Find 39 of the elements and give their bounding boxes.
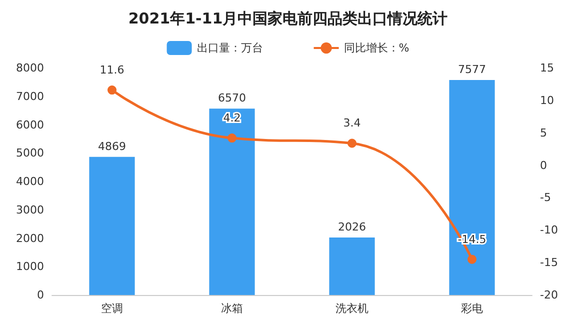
x-tick-label: 洗衣机	[336, 302, 368, 315]
y-tick-label: 0	[37, 288, 44, 302]
x-tick-label: 冰箱	[221, 302, 243, 315]
y2-tick-label: 0	[540, 158, 547, 172]
data-label: 4.2	[223, 112, 241, 125]
bar	[209, 108, 255, 295]
y-tick-label: 6000	[16, 118, 44, 132]
data-label: 7577	[458, 63, 486, 76]
point	[348, 138, 356, 148]
y2-tick-label: 15	[540, 62, 554, 74]
x-tick-label: 彩电	[461, 302, 483, 315]
data-label: 3.4	[343, 116, 361, 130]
data-label: 11.6	[100, 64, 124, 77]
data-label: 6570	[218, 92, 246, 105]
y-tick-label: 7000	[16, 90, 44, 103]
point	[228, 134, 236, 143]
y-tick-label: 3000	[16, 203, 44, 216]
y-tick-label: 8000	[16, 62, 44, 74]
bar	[329, 238, 375, 295]
data-label: 4869	[98, 140, 126, 153]
y2-tick-label: -20	[540, 288, 558, 302]
bar	[449, 80, 495, 295]
y2-tick-label: 5	[540, 126, 547, 140]
legend-label: 同比增长：%	[344, 42, 410, 54]
y2-tick-label: -15	[540, 256, 558, 270]
y2-tick-label: -5	[540, 191, 551, 204]
chart-title: 2021年1-11月中国家电前四品类出口情况统计	[128, 10, 448, 28]
y-tick-label: 1000	[16, 260, 44, 274]
x-tick-label: 空调	[101, 302, 123, 315]
y-tick-label: 5000	[16, 146, 44, 160]
point	[468, 254, 476, 264]
bar	[89, 156, 135, 295]
y-tick-label: 2000	[16, 232, 44, 245]
y2-tick-label: -10	[540, 224, 558, 237]
point	[108, 86, 116, 95]
y-tick-label: 4000	[16, 175, 44, 188]
legend-label: 出口量：万台	[196, 42, 263, 54]
data-label: 2026	[338, 220, 366, 234]
y2-tick-label: 10	[540, 94, 554, 107]
